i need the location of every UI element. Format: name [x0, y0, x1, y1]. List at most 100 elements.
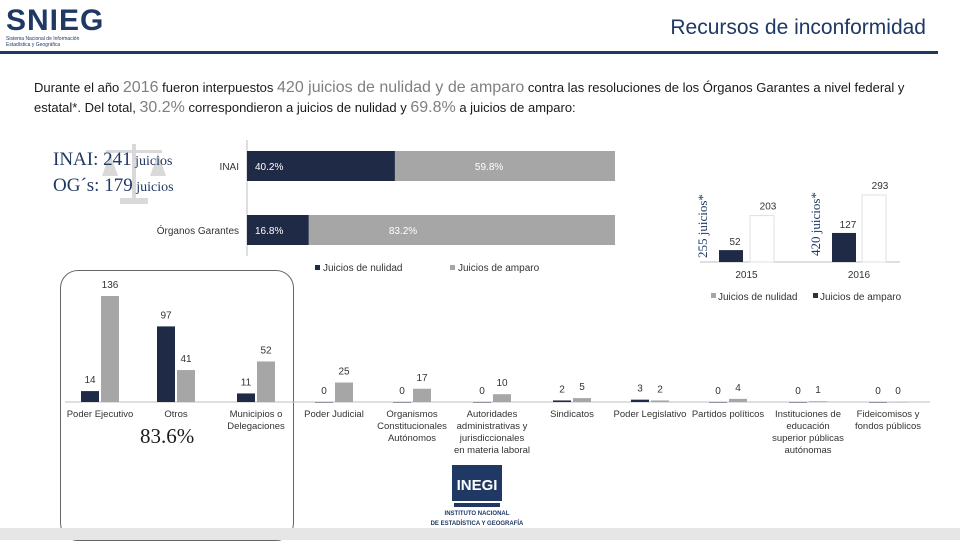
c-bar-juicios-de-amparo	[651, 400, 669, 402]
c-category-label: autónomas	[784, 445, 831, 456]
inegi-logo: INEGI INSTITUTO NACIONAL DE ESTADÍSTICA …	[431, 465, 524, 527]
percent-note: 83.6%	[140, 424, 195, 448]
y-legend-label: Juicios de nulidad	[718, 292, 798, 303]
c-bar-juicios-de-nulidad	[473, 402, 491, 403]
intro-pct-nulidad: 30.2%	[139, 99, 185, 116]
intro-part3: contra las resoluciones de los Órganos G…	[34, 80, 905, 115]
c-bar-juicios-de-amparo	[809, 401, 827, 402]
c-data-label: 0	[715, 386, 721, 397]
svg-text:INSTITUTO NACIONAL: INSTITUTO NACIONAL	[445, 511, 510, 517]
c-bar-juicios-de-nulidad	[315, 402, 333, 403]
y-data-label: 52	[729, 237, 741, 248]
footer-band	[0, 528, 960, 540]
c-category-label: Constitucionales	[377, 421, 447, 432]
c-category-label: Poder Legislativo	[614, 409, 687, 420]
c-category-label: Instituciones de	[775, 409, 841, 420]
c-bar-juicios-de-amparo	[257, 361, 275, 402]
c-category-label: Otros	[164, 409, 187, 420]
c-bar-juicios-de-amparo	[889, 402, 907, 403]
c-data-label: 0	[895, 386, 901, 397]
og-unit: juicios	[132, 180, 174, 195]
c-category-label: Sindicatos	[550, 409, 594, 420]
c-category-label: Autónomos	[388, 433, 436, 444]
inai-unit: juicios	[131, 154, 173, 169]
c-bar-juicios-de-amparo	[177, 370, 195, 402]
intro-part1: Durante el año	[34, 80, 123, 95]
c-data-label: 14	[84, 375, 96, 386]
h-data-label: 16.8%	[255, 226, 283, 237]
c-category-label: jurisdiccionales	[459, 433, 525, 444]
c-bar-juicios-de-nulidad	[393, 402, 411, 403]
inai-total: INAI: 241	[53, 149, 132, 170]
h-data-label: 59.8%	[475, 162, 503, 173]
logo-subtitle-2: Estadística y Geográfica	[6, 42, 61, 48]
c-category-label: Delegaciones	[227, 421, 285, 432]
h-bar-juicios-de-amparo	[308, 215, 615, 245]
scale-icon	[102, 144, 166, 204]
intro-part2: fueron interpuestos	[158, 80, 278, 95]
c-data-label: 4	[735, 383, 741, 394]
logo-subtitle-1: Sistema Nacional de Información	[6, 36, 80, 42]
y-bar-juicios-de-nulidad	[719, 250, 743, 262]
intro-part5: a juicios de amparo:	[455, 100, 576, 115]
c-data-label: 17	[416, 373, 428, 384]
c-data-label: 3	[637, 384, 643, 395]
intro-count: 420 juicios de nulidad y de amparo	[277, 79, 525, 96]
y-bar-juicios-de-amparo	[861, 194, 887, 263]
c-data-label: 2	[559, 384, 565, 395]
c-bar-juicios-de-amparo	[101, 296, 119, 402]
y-bar-juicios-de-nulidad	[832, 232, 856, 262]
c-category-label: Municipios o	[230, 409, 283, 420]
c-data-label: 0	[479, 386, 485, 397]
y-tick-label: 2016	[848, 270, 871, 281]
c-bar-juicios-de-nulidad	[869, 402, 887, 403]
intro-year: 2016	[122, 79, 159, 96]
chart-yearly: 52 203 2015 127 293 2016 Juicios de nulidad Jui…	[700, 181, 902, 303]
svg-text:INEGI: INEGI	[457, 477, 498, 494]
chart-stacked-horizontal: INAI 40.2% 59.8% Órganos Garantes 16.8% 83.2%…	[157, 140, 615, 274]
c-data-label: 41	[180, 354, 192, 365]
c-bar-juicios-de-amparo	[413, 388, 431, 402]
c-category-label: Organismos	[386, 409, 437, 420]
c-data-label: 2	[657, 384, 663, 395]
c-data-label: 0	[399, 386, 405, 397]
c-category-label: en materia laboral	[454, 445, 530, 456]
c-bar-juicios-de-nulidad	[237, 393, 255, 402]
h-legend-label: Juicios de amparo	[458, 263, 540, 274]
c-bar-juicios-de-amparo	[573, 398, 591, 402]
logo-text: SNIEG	[6, 4, 105, 37]
intro-part4: correspondieron a juicios de nulidad y	[184, 100, 411, 115]
c-bar-juicios-de-nulidad	[157, 326, 175, 402]
c-data-label: 52	[260, 345, 272, 356]
y-data-label: 127	[840, 220, 857, 231]
c-bar-juicios-de-amparo	[335, 382, 353, 402]
c-category-label: Fideicomisos y	[857, 409, 920, 420]
og-total: OG´s: 179	[53, 175, 133, 196]
y-data-label: 203	[760, 202, 777, 213]
h-category-label: Órganos Garantes	[157, 224, 239, 237]
h-bar-juicios-de-nulidad	[247, 151, 395, 181]
h-bar-juicios-de-nulidad	[247, 215, 309, 245]
c-bar-juicios-de-nulidad	[631, 399, 649, 402]
c-data-label: 97	[160, 310, 172, 321]
y-bar-juicios-de-amparo	[749, 215, 775, 263]
c-data-label: 5	[579, 382, 585, 393]
h-legend-swatch	[450, 265, 455, 270]
h-data-label: 40.2%	[255, 162, 283, 173]
y-data-label: 293	[872, 181, 889, 192]
totals-block: INAI: 241 juicios OG´s: 179 juicios	[53, 148, 174, 200]
c-category-label: administrativas y	[457, 421, 528, 432]
y-legend-label: Juicios de amparo	[820, 292, 902, 303]
h-category-label: INAI	[220, 162, 239, 173]
page-title: Recursos de inconformidad	[670, 16, 926, 39]
c-bar-juicios-de-nulidad	[789, 402, 807, 403]
c-data-label: 0	[875, 386, 881, 397]
h-legend-label: Juicios de nulidad	[323, 263, 403, 274]
h-legend-swatch	[315, 265, 320, 270]
c-category-label: superior públicas	[772, 433, 844, 444]
c-category-label: Poder Ejecutivo	[67, 409, 134, 420]
c-category-label: Partidos políticos	[692, 409, 765, 420]
snieg-logo: SNIEG Sistema Nacional de Información Es…	[6, 4, 116, 49]
svg-text:DE ESTADÍSTICA Y GEOGRAFÍA: DE ESTADÍSTICA Y GEOGRAFÍA	[431, 519, 524, 527]
